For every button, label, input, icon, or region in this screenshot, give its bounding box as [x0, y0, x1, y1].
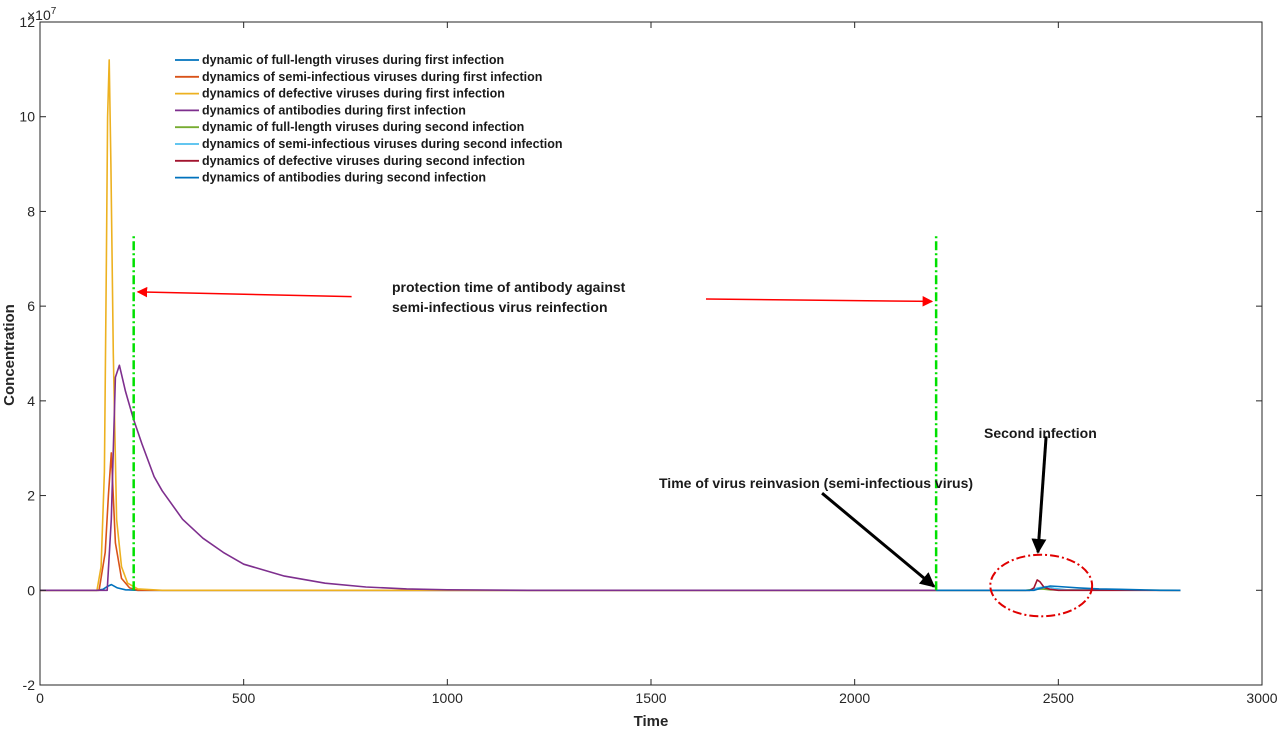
x-tick-label: 1000 — [432, 690, 463, 706]
protection-arrow-right — [705, 296, 934, 307]
x-tick-label: 500 — [232, 690, 256, 706]
y-tick-label: 4 — [27, 393, 35, 409]
y-tick-label: 6 — [27, 298, 35, 314]
legend-entry: dynamics of semi-infectious viruses duri… — [202, 137, 563, 151]
legend-entry: dynamics of defective viruses during sec… — [202, 154, 525, 168]
x-tick-label: 3000 — [1246, 690, 1277, 706]
y-exponent: ×107 — [27, 6, 57, 23]
legend-entry: dynamics of antibodies during second inf… — [202, 171, 486, 185]
legend-entry: dynamics of defective viruses during fir… — [202, 87, 505, 101]
protection-label-line1: protection time of antibody against — [392, 279, 626, 295]
x-tick-label: 2000 — [839, 690, 870, 706]
y-tick-label: 2 — [27, 488, 35, 504]
x-tick-label: 0 — [36, 690, 44, 706]
protection-label-line2: semi-infectious virus reinfection — [392, 299, 608, 315]
y-tick-label: 8 — [27, 203, 35, 219]
legend-entry: dynamic of full-length viruses during se… — [202, 120, 524, 134]
second-infection-label: Second infection — [984, 425, 1097, 441]
x-tick-label: 1500 — [635, 690, 666, 706]
series-line-8 — [936, 585, 1181, 592]
y-tick-label: 12 — [19, 14, 35, 30]
y-tick-label: 10 — [19, 109, 35, 125]
second-infection-ellipse — [989, 553, 1094, 618]
x-tick-label: 2500 — [1043, 690, 1074, 706]
series-line-4 — [40, 364, 937, 592]
second-infection-arrow — [1031, 436, 1048, 554]
legend-entry: dynamic of full-length viruses during fi… — [202, 53, 504, 67]
y-axis-title: Concentration — [1, 304, 18, 406]
y-tick-label: 0 — [27, 582, 35, 598]
series-line-2 — [40, 452, 937, 592]
y-tick-label: -2 — [23, 677, 36, 693]
legend-entry: dynamics of antibodies during first infe… — [202, 103, 466, 117]
reinvasion-label: Time of virus reinvasion (semi-infectiou… — [659, 475, 973, 491]
y-exponent-base: ×10 — [27, 7, 51, 23]
protection-arrow-left — [136, 286, 352, 298]
y-exponent-power: 7 — [51, 6, 57, 17]
reinvasion-arrow — [821, 492, 936, 588]
legend-entry: dynamics of semi-infectious viruses duri… — [202, 70, 542, 84]
x-axis-title: Time — [634, 713, 669, 730]
legend: dynamic of full-length viruses during fi… — [175, 53, 563, 185]
